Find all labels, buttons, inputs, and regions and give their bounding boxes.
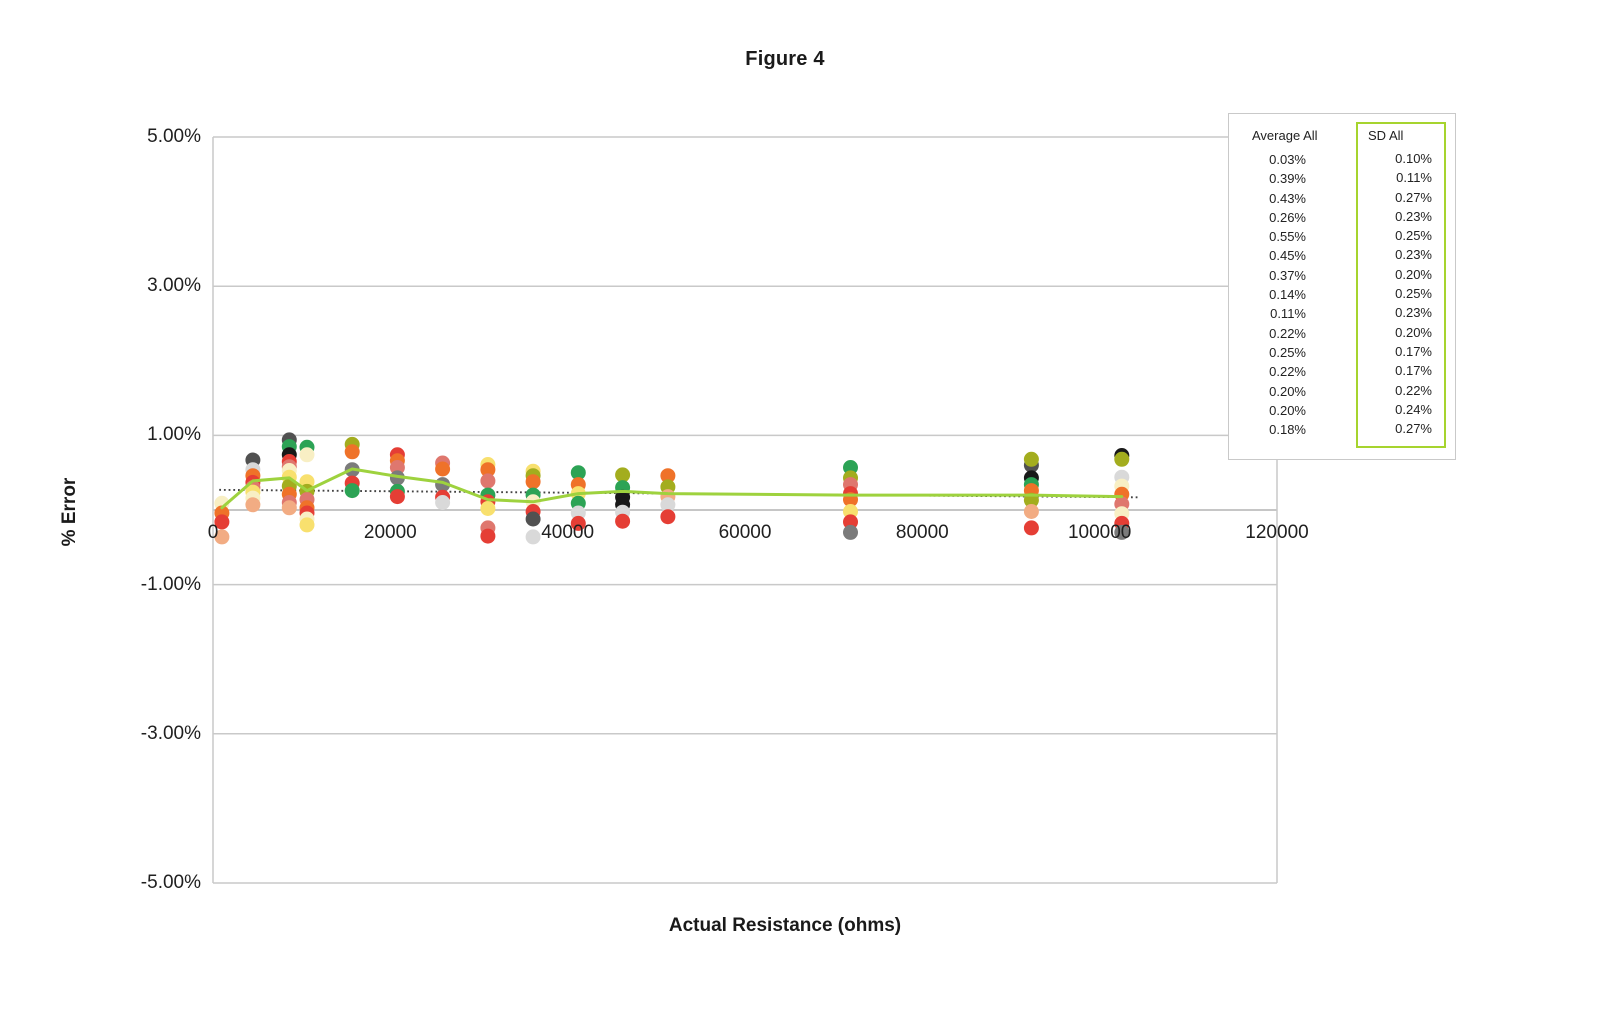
scatter-point bbox=[570, 515, 586, 531]
scatter-point bbox=[245, 497, 261, 513]
scatter-point bbox=[660, 509, 676, 525]
y-tick-label: 5.00% bbox=[147, 126, 201, 147]
scatter-point bbox=[281, 500, 297, 516]
summary-value: 0.03% bbox=[1269, 152, 1306, 167]
summary-value: 0.22% bbox=[1269, 364, 1306, 380]
summary-table: Average All 0.03% 0.39% 0.43% 0.26% 0.55% 0.4… bbox=[1228, 113, 1456, 460]
scatter-point bbox=[570, 465, 586, 481]
summary-value: 0.27% bbox=[1395, 189, 1432, 205]
chart-title: Figure 4 bbox=[745, 48, 825, 70]
summary-value: 0.25% bbox=[1395, 228, 1432, 244]
summary-col-header-sd: SD All bbox=[1368, 128, 1404, 143]
x-tick-label: 20000 bbox=[363, 522, 417, 543]
summary-value: 0.20% bbox=[1269, 402, 1306, 418]
scatter-point bbox=[389, 489, 405, 505]
y-tick-label: -5.00% bbox=[140, 872, 201, 893]
scatter-point bbox=[843, 524, 858, 540]
sd-highlight-box: SD All 0.10% 0.11% 0.27% 0.23% 0.25% 0.23% 0.2… bbox=[1356, 122, 1446, 448]
x-tick-label: 100000 bbox=[1067, 522, 1132, 543]
x-tick-label: 0 bbox=[207, 522, 219, 543]
scatter-point bbox=[615, 513, 631, 529]
scatter-point bbox=[525, 529, 541, 545]
summary-value: 0.20% bbox=[1395, 266, 1432, 282]
summary-value: 0.22% bbox=[1395, 382, 1432, 398]
summary-value: 0.20% bbox=[1395, 324, 1432, 340]
scatter-point bbox=[1023, 520, 1039, 536]
scatter-point bbox=[480, 528, 496, 544]
summary-value: 0.17% bbox=[1395, 343, 1432, 359]
summary-value: 0.26% bbox=[1269, 209, 1306, 225]
scatter-point bbox=[1023, 504, 1039, 519]
scatter-point bbox=[299, 517, 315, 533]
summary-value: 0.23% bbox=[1395, 305, 1432, 321]
summary-value: 0.17% bbox=[1395, 363, 1432, 379]
scatter-point bbox=[615, 467, 631, 483]
y-tick-label: -1.00% bbox=[140, 573, 201, 595]
scatter-point bbox=[344, 444, 360, 460]
summary-value: 0.11% bbox=[1270, 306, 1306, 322]
scatter-point bbox=[660, 468, 676, 484]
scatter-point bbox=[480, 501, 496, 516]
scatter-point bbox=[435, 461, 451, 477]
summary-value: 0.11% bbox=[1396, 170, 1432, 186]
summary-value: 0.22% bbox=[1269, 325, 1306, 341]
scatter-point bbox=[214, 529, 230, 545]
y-tick-label: -3.00% bbox=[140, 722, 201, 744]
scatter-point bbox=[843, 504, 858, 519]
scatter-point bbox=[660, 497, 676, 513]
summary-value: 0.20% bbox=[1269, 383, 1306, 399]
summary-value: 0.27% bbox=[1395, 421, 1432, 437]
summary-col-average-values: 0.03% 0.39% 0.43% 0.26% 0.55% 0.45% 0.37% 0.14%… bbox=[1239, 150, 1306, 439]
x-tick-label: 60000 bbox=[718, 522, 772, 543]
scatter-point bbox=[480, 473, 496, 489]
scatter-point bbox=[344, 483, 360, 499]
summary-value: 0.39% bbox=[1269, 171, 1306, 187]
y-tick-label: 3.00% bbox=[147, 275, 201, 297]
scatter-point bbox=[435, 495, 451, 510]
scatter-point bbox=[299, 447, 315, 463]
summary-value: 0.43% bbox=[1269, 190, 1306, 206]
summary-value: 0.25% bbox=[1395, 286, 1432, 302]
scatter-point bbox=[214, 514, 230, 530]
scatter-point bbox=[1114, 524, 1130, 540]
x-tick-label: 40000 bbox=[541, 522, 595, 543]
average-line bbox=[220, 467, 1124, 510]
scatter-point bbox=[843, 514, 858, 530]
scatter-point bbox=[1023, 451, 1039, 467]
summary-value: 0.10% bbox=[1395, 151, 1432, 166]
scatter-point bbox=[525, 474, 541, 490]
summary-value: 0.23% bbox=[1395, 208, 1432, 224]
scatter-point bbox=[570, 505, 586, 521]
summary-value: 0.45% bbox=[1269, 248, 1306, 264]
scatter-point bbox=[480, 462, 496, 478]
summary-value: 0.37% bbox=[1269, 267, 1306, 283]
scatter-point bbox=[389, 460, 405, 475]
scatter-point bbox=[525, 511, 541, 527]
summary-value: 0.24% bbox=[1395, 401, 1432, 417]
summary-col-header-average: Average All bbox=[1252, 128, 1318, 143]
summary-value: 0.14% bbox=[1269, 287, 1306, 303]
summary-col-sd-values: 0.10% 0.11% 0.27% 0.23% 0.25% 0.23% 0.20% 0.25%… bbox=[1364, 149, 1432, 438]
scatter-point bbox=[1114, 451, 1130, 467]
x-tick-label: 120000 bbox=[1245, 522, 1309, 543]
x-tick-label: 80000 bbox=[895, 522, 949, 543]
summary-value: 0.18% bbox=[1269, 422, 1306, 438]
summary-value: 0.25% bbox=[1269, 344, 1306, 360]
x-axis-title: Actual Resistance (ohms) bbox=[668, 915, 902, 936]
scatter-point bbox=[843, 460, 858, 475]
summary-value: 0.55% bbox=[1269, 229, 1306, 245]
y-tick-label: 1.00% bbox=[147, 424, 201, 446]
summary-value: 0.23% bbox=[1395, 247, 1432, 263]
